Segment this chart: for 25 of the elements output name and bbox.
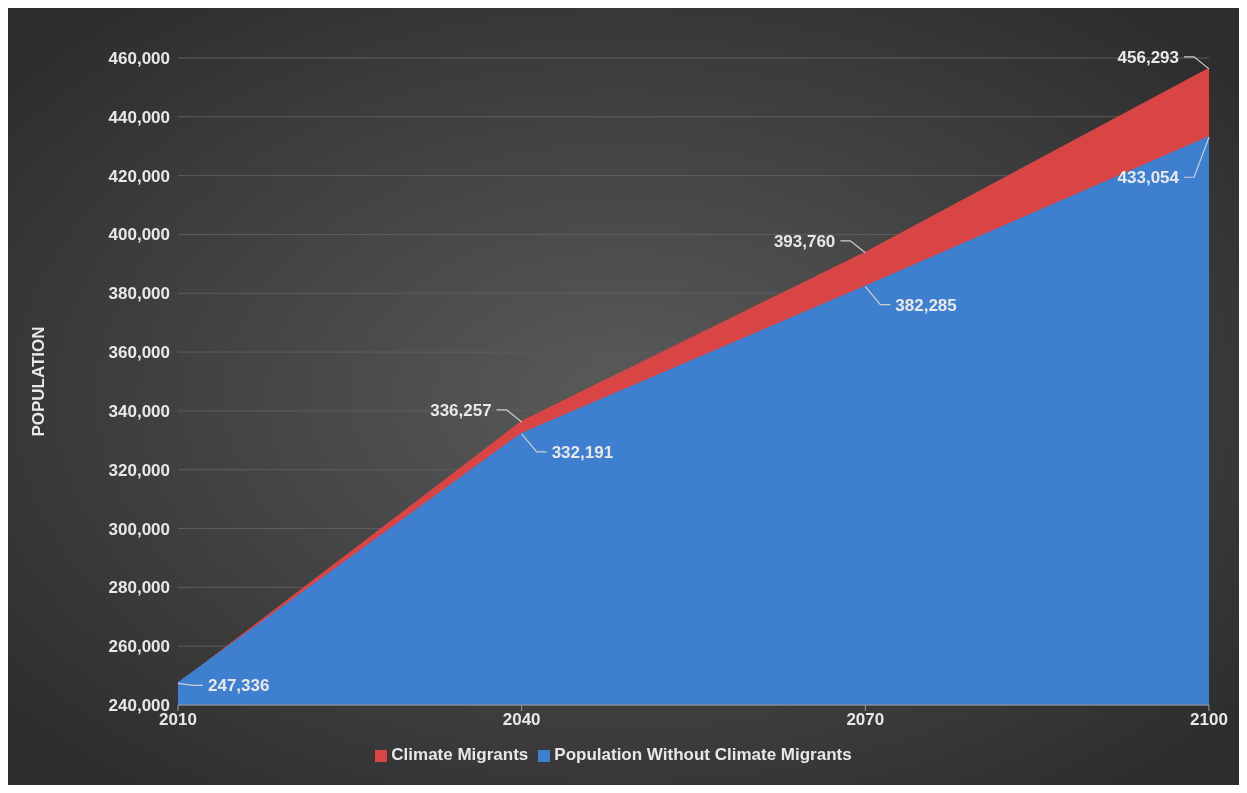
data-label: 393,760 bbox=[773, 231, 836, 251]
y-tick-label: 440,000 bbox=[108, 107, 170, 127]
data-label: 456,293 bbox=[1117, 47, 1179, 67]
data-label: 382,285 bbox=[895, 295, 957, 315]
data-label: 332,191 bbox=[551, 442, 614, 462]
y-tick-label: 340,000 bbox=[108, 401, 170, 421]
y-tick-label: 380,000 bbox=[108, 284, 170, 304]
y-tick-label: 400,000 bbox=[108, 225, 170, 245]
y-tick-label: 320,000 bbox=[108, 460, 170, 480]
y-tick-label: 300,000 bbox=[108, 519, 170, 539]
data-label: 336,257 bbox=[430, 400, 492, 420]
x-tick-label: 2100 bbox=[1190, 710, 1228, 730]
y-tick-label: 360,000 bbox=[108, 343, 170, 363]
y-axis-title: POPULATION bbox=[29, 326, 49, 437]
data-label: 433,054 bbox=[1117, 168, 1180, 188]
data-label: 247,336 bbox=[208, 676, 270, 696]
x-tick-label: 2070 bbox=[846, 710, 885, 730]
y-tick-label: 460,000 bbox=[108, 49, 170, 69]
y-tick-label: 420,000 bbox=[108, 166, 170, 186]
y-tick-label: 260,000 bbox=[108, 637, 170, 657]
legend-label: Climate Migrants bbox=[391, 745, 529, 764]
y-tick-label: 280,000 bbox=[108, 578, 170, 598]
x-tick-label: 2010 bbox=[159, 710, 197, 730]
legend-label: Population Without Climate Migrants bbox=[554, 745, 852, 764]
x-tick-label: 2040 bbox=[502, 710, 541, 730]
